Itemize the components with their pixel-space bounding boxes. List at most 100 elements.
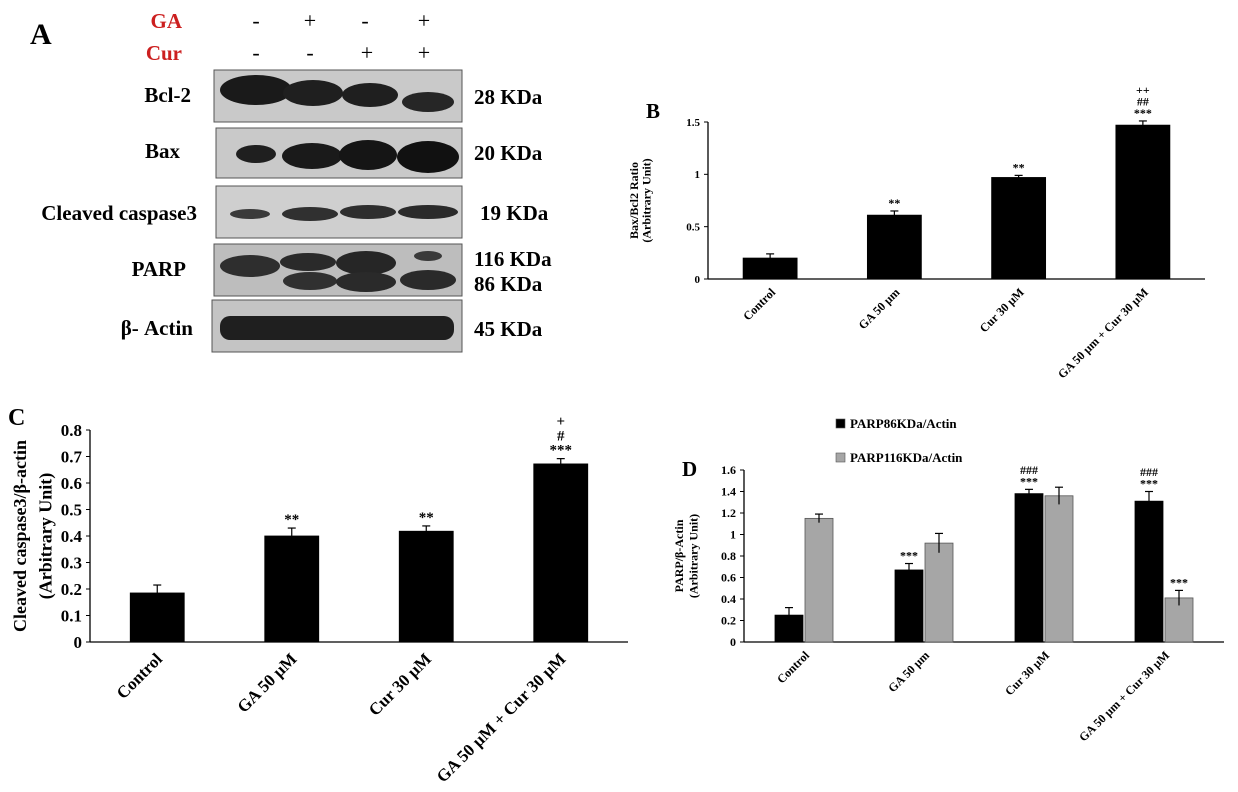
chart-b-bax-bcl2-ratio: 0 0.5 1 1.5 Bax/Bcl2 Ratio(Arbitrary Unit) Co… <box>627 83 1205 381</box>
y-axis-label-unit: (Arbitrary Unit) <box>686 514 700 598</box>
y-tick-label: 0.2 <box>721 614 736 628</box>
significance-mark: ### <box>1140 465 1158 479</box>
x-category-label: GA 50 µM <box>233 649 300 716</box>
blot-kda-label: 86 KDa <box>474 272 543 296</box>
significance-mark: *** <box>1170 575 1188 589</box>
y-tick-label: 1.2 <box>721 506 736 520</box>
bar <box>804 517 834 643</box>
panel-label-b: B <box>646 99 660 123</box>
y-axis-label: PARP/β-Actin <box>672 519 686 592</box>
blot-band <box>400 270 456 290</box>
significance-mark: *** <box>1134 106 1152 120</box>
significance-mark: ** <box>284 512 299 528</box>
x-category-label: GA 50 µm + Cur 30 µM <box>1055 285 1151 381</box>
blot-band <box>230 209 270 219</box>
ga-sign-1: - <box>252 8 259 33</box>
significance-mark: *** <box>550 443 573 459</box>
y-tick-label: 0.8 <box>61 421 82 440</box>
bar <box>533 463 589 643</box>
blot-protein-label: Bcl-2 <box>144 83 191 107</box>
y-tick-label: 1 <box>730 528 736 542</box>
blot-protein-label: Bax <box>145 139 181 163</box>
x-category-label: Control <box>774 648 812 686</box>
y-tick-label: 1.6 <box>721 463 736 477</box>
y-tick-label: 0.2 <box>61 580 82 599</box>
x-category-label: Cur 30 µM <box>1002 648 1052 698</box>
ga-sign-3: - <box>361 8 368 33</box>
cur-sign-3: + <box>361 40 373 65</box>
x-category-label: Control <box>113 649 166 702</box>
panel-label-d: D <box>682 457 697 481</box>
bar <box>1115 124 1171 280</box>
legend-swatch <box>835 452 846 463</box>
blot-kda-label: 28 KDa <box>474 85 543 109</box>
blot-kda-label: 19 KDa <box>480 201 549 225</box>
bar <box>264 535 320 643</box>
significance-mark: *** <box>1140 477 1158 491</box>
legend-label: PARP86KDa/Actin <box>850 416 957 431</box>
y-tick-label: 0.5 <box>686 222 700 234</box>
blot-band <box>236 145 276 163</box>
bar <box>398 530 454 643</box>
blot-band <box>220 316 454 340</box>
blot-protein-label: β- Actin <box>121 316 194 340</box>
x-category-label: Control <box>740 285 778 323</box>
y-tick-label: 0.1 <box>61 606 82 625</box>
bar <box>991 177 1047 280</box>
significance-mark: *** <box>1020 474 1038 488</box>
y-axis-label-unit: (Arbitrary Unit) <box>639 158 653 242</box>
significance-mark: *** <box>900 549 918 563</box>
treatment-label-ga: GA <box>151 9 183 33</box>
blot-band <box>282 143 342 169</box>
y-tick-label: 0 <box>695 274 701 286</box>
y-tick-label: 0.8 <box>721 549 736 563</box>
y-tick-label: 0.5 <box>61 500 82 519</box>
blot-band <box>220 75 292 105</box>
bar <box>1134 500 1164 643</box>
blot-band <box>336 251 396 275</box>
blot-band <box>339 140 397 170</box>
x-category-label: Cur 30 µM <box>365 649 435 719</box>
y-tick-label: 1.4 <box>721 485 736 499</box>
blot-kda-label: 116 KDa <box>474 247 552 271</box>
bar <box>1014 493 1044 643</box>
blot-protein-label: PARP <box>132 257 187 281</box>
significance-mark: + <box>556 414 565 430</box>
cur-sign-1: - <box>252 40 259 65</box>
blot-protein-label: Cleaved caspase3 <box>41 201 197 225</box>
significance-mark: ** <box>1013 160 1025 174</box>
blot-band <box>282 207 338 221</box>
treatment-label-cur: Cur <box>146 41 182 65</box>
significance-mark: ** <box>419 510 434 526</box>
blot-band <box>414 251 442 261</box>
x-category-label: GA 50 µM + Cur 30 µM <box>433 649 570 786</box>
blot-band <box>336 272 396 292</box>
significance-mark: ### <box>1020 463 1038 477</box>
y-tick-label: 0.4 <box>61 527 83 546</box>
y-axis-label: Bax/Bcl2 Ratio <box>627 162 641 239</box>
significance-mark: ## <box>1137 95 1149 109</box>
y-axis-label: Cleaved caspase3/β-actin <box>10 440 30 632</box>
blot-kda-label: 20 KDa <box>474 141 543 165</box>
x-category-label: GA 50 µm <box>885 648 932 695</box>
x-category-label: GA 50 µm + Cur 30 µM <box>1076 648 1172 744</box>
bar <box>1044 495 1074 643</box>
significance-mark: ** <box>888 196 900 210</box>
bar <box>129 592 185 643</box>
x-category-label: Cur 30 µM <box>977 285 1027 335</box>
y-tick-label: 0.6 <box>61 474 82 493</box>
ga-sign-2: + <box>304 8 316 33</box>
significance-mark: # <box>557 428 565 444</box>
legend-swatch <box>835 418 846 429</box>
cur-sign-2: - <box>306 40 313 65</box>
blot-band <box>283 80 343 106</box>
blot-band <box>397 141 459 173</box>
chart-d-parp-actin: 0 0.2 0.4 0.6 0.8 1 1.2 1.4 1.6 PARP/β-Actin (Arbi… <box>672 416 1224 744</box>
blot-band <box>340 205 396 219</box>
bar <box>924 542 954 643</box>
y-tick-label: 0.6 <box>721 571 736 585</box>
blot-band <box>220 255 280 277</box>
bar <box>866 214 922 280</box>
y-tick-label: 0 <box>74 633 83 652</box>
